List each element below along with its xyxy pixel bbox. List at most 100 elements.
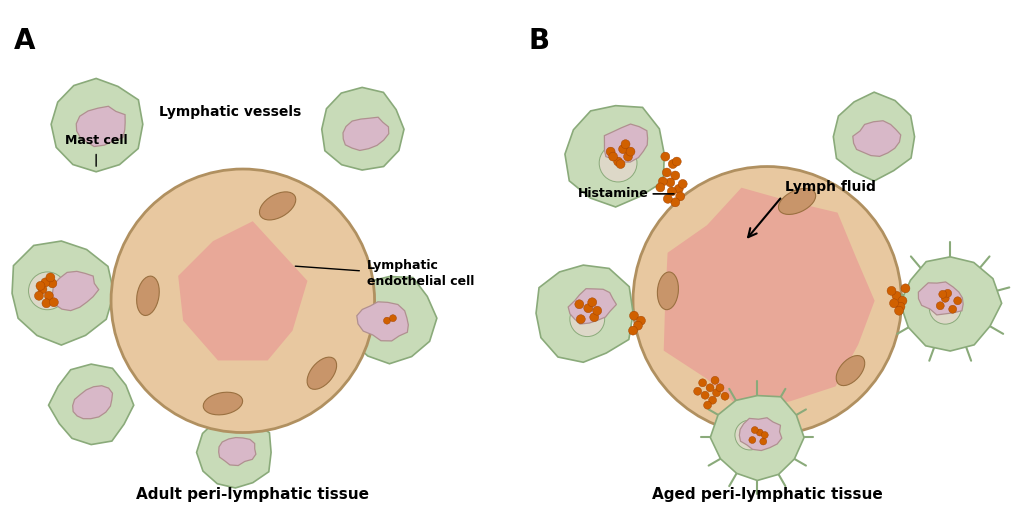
Circle shape bbox=[759, 438, 766, 445]
Polygon shape bbox=[709, 396, 803, 480]
Circle shape bbox=[629, 311, 638, 320]
Circle shape bbox=[368, 315, 390, 337]
Polygon shape bbox=[76, 106, 125, 147]
Circle shape bbox=[674, 184, 683, 193]
Circle shape bbox=[598, 144, 636, 182]
Circle shape bbox=[937, 290, 946, 298]
Circle shape bbox=[748, 436, 755, 444]
Text: Lymph fluid: Lymph fluid bbox=[784, 180, 874, 194]
Polygon shape bbox=[604, 124, 647, 162]
Circle shape bbox=[698, 379, 706, 387]
Circle shape bbox=[621, 140, 630, 149]
Circle shape bbox=[665, 178, 675, 187]
Circle shape bbox=[887, 287, 895, 295]
Circle shape bbox=[894, 306, 903, 315]
Circle shape bbox=[633, 321, 642, 330]
Circle shape bbox=[45, 291, 53, 300]
Polygon shape bbox=[178, 221, 307, 360]
Polygon shape bbox=[197, 413, 271, 488]
Circle shape bbox=[49, 298, 58, 307]
Circle shape bbox=[41, 278, 50, 287]
Circle shape bbox=[735, 420, 764, 450]
Polygon shape bbox=[357, 302, 408, 341]
Circle shape bbox=[705, 384, 713, 392]
Circle shape bbox=[676, 192, 684, 201]
Text: Lymphatic
endothelial cell: Lymphatic endothelial cell bbox=[367, 259, 474, 288]
Circle shape bbox=[661, 168, 671, 177]
Circle shape bbox=[576, 315, 585, 324]
Polygon shape bbox=[12, 241, 114, 345]
Circle shape bbox=[928, 292, 960, 324]
Circle shape bbox=[703, 401, 711, 409]
Ellipse shape bbox=[137, 276, 159, 315]
Ellipse shape bbox=[777, 188, 815, 215]
Polygon shape bbox=[218, 437, 256, 466]
Circle shape bbox=[605, 147, 614, 156]
Circle shape bbox=[48, 279, 57, 288]
Circle shape bbox=[633, 167, 901, 435]
Circle shape bbox=[589, 313, 598, 322]
Circle shape bbox=[383, 317, 390, 324]
Circle shape bbox=[897, 296, 906, 305]
Circle shape bbox=[700, 392, 708, 399]
Circle shape bbox=[42, 299, 51, 308]
Circle shape bbox=[570, 302, 604, 337]
Text: Lymphatic vessels: Lymphatic vessels bbox=[159, 105, 302, 119]
Circle shape bbox=[636, 316, 645, 325]
Polygon shape bbox=[536, 265, 633, 362]
Circle shape bbox=[943, 289, 951, 298]
Polygon shape bbox=[72, 386, 112, 419]
Circle shape bbox=[755, 429, 762, 436]
Circle shape bbox=[671, 198, 679, 207]
Polygon shape bbox=[739, 418, 781, 450]
Circle shape bbox=[613, 157, 622, 166]
Text: A: A bbox=[14, 27, 36, 55]
Polygon shape bbox=[52, 271, 99, 311]
Ellipse shape bbox=[259, 192, 296, 220]
Polygon shape bbox=[663, 188, 873, 410]
Circle shape bbox=[38, 285, 47, 294]
Circle shape bbox=[575, 300, 583, 309]
Polygon shape bbox=[344, 277, 436, 364]
Polygon shape bbox=[321, 87, 404, 170]
Text: Adult peri-lymphatic tissue: Adult peri-lymphatic tissue bbox=[137, 487, 369, 502]
Circle shape bbox=[672, 157, 681, 166]
Circle shape bbox=[667, 160, 677, 169]
Circle shape bbox=[628, 326, 637, 335]
Text: B: B bbox=[528, 27, 549, 55]
Circle shape bbox=[592, 306, 601, 315]
Circle shape bbox=[712, 389, 719, 397]
Polygon shape bbox=[51, 78, 143, 172]
Ellipse shape bbox=[656, 272, 678, 310]
Circle shape bbox=[892, 291, 900, 300]
Circle shape bbox=[36, 281, 45, 290]
Circle shape bbox=[715, 384, 723, 392]
Polygon shape bbox=[917, 282, 962, 315]
Circle shape bbox=[760, 432, 767, 438]
Circle shape bbox=[46, 273, 55, 282]
Ellipse shape bbox=[836, 355, 864, 386]
Circle shape bbox=[900, 284, 909, 293]
Circle shape bbox=[618, 145, 627, 153]
Circle shape bbox=[895, 302, 904, 311]
Circle shape bbox=[587, 298, 596, 307]
Circle shape bbox=[935, 302, 944, 310]
Text: Aged peri-lymphatic tissue: Aged peri-lymphatic tissue bbox=[651, 487, 881, 502]
Circle shape bbox=[608, 152, 616, 161]
Ellipse shape bbox=[738, 398, 775, 419]
Polygon shape bbox=[568, 289, 615, 324]
Circle shape bbox=[389, 315, 396, 322]
Circle shape bbox=[29, 272, 66, 310]
Polygon shape bbox=[49, 364, 133, 445]
Polygon shape bbox=[833, 92, 914, 181]
Circle shape bbox=[626, 147, 635, 156]
Circle shape bbox=[693, 387, 701, 395]
Circle shape bbox=[751, 426, 757, 434]
Circle shape bbox=[720, 392, 729, 400]
Circle shape bbox=[671, 171, 679, 180]
Circle shape bbox=[666, 187, 676, 196]
Circle shape bbox=[708, 396, 715, 404]
Circle shape bbox=[111, 169, 374, 433]
Circle shape bbox=[660, 152, 669, 161]
Polygon shape bbox=[565, 105, 663, 207]
